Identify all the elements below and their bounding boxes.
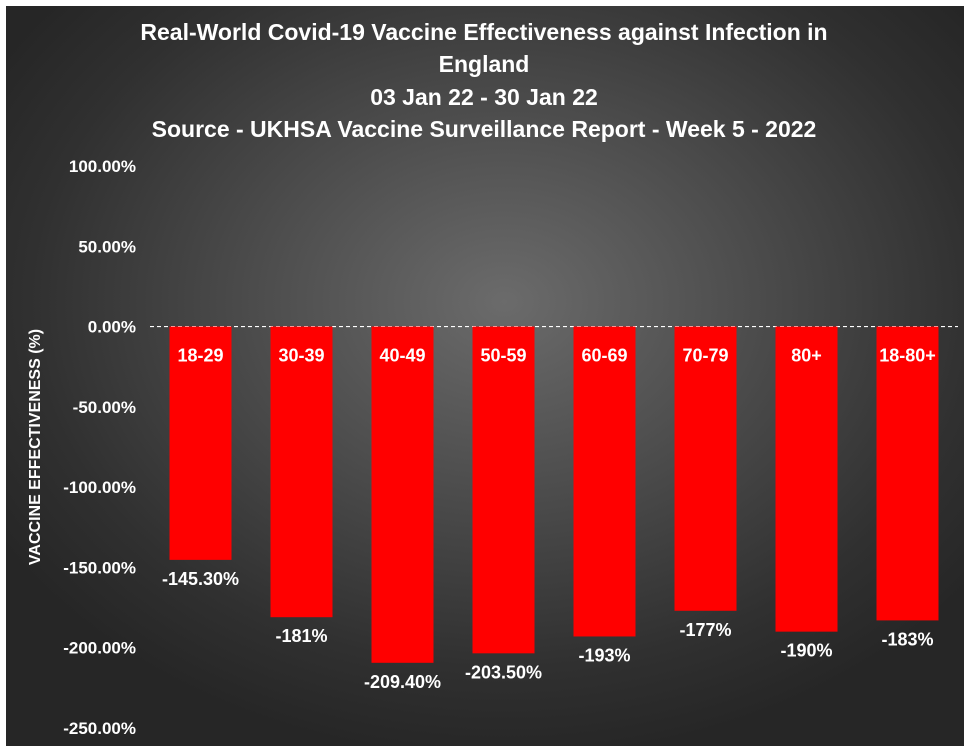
- bars: 18-29 -145.30% 30-39 -181% 40-49 -209.40% 50-5…: [162, 326, 939, 692]
- data-label: -145.30%: [162, 569, 239, 589]
- bar-30-39: [270, 326, 333, 618]
- data-label: -193%: [578, 645, 630, 665]
- y-tick-label: -150.00%: [63, 558, 136, 577]
- category-label: 50-59: [480, 346, 526, 366]
- bar-80+: [775, 326, 838, 632]
- bar-70-79: [674, 326, 737, 611]
- chart-title-line-4: Source - UKHSA Vaccine Surveillance Repo…: [151, 116, 817, 142]
- chart-title-line-3: 03 Jan 22 - 30 Jan 22: [370, 84, 598, 110]
- data-label: -190%: [780, 641, 832, 661]
- data-label: -181%: [275, 626, 327, 646]
- bar-60-69: [573, 326, 636, 637]
- data-label: -203.50%: [465, 662, 542, 682]
- data-label: -177%: [679, 620, 731, 640]
- bar-40-49: [371, 326, 434, 663]
- category-label: 60-69: [581, 346, 627, 366]
- y-axis-label: VACCINE EFFECTIVENESS (%): [27, 329, 44, 565]
- category-label: 70-79: [682, 346, 728, 366]
- chart-title-line-1: Real-World Covid-19 Vaccine Effectivenes…: [140, 19, 828, 45]
- category-label: 30-39: [278, 346, 324, 366]
- category-label: 18-29: [177, 346, 223, 366]
- category-label: 40-49: [379, 346, 425, 366]
- bar-18-80+: [876, 326, 939, 621]
- y-tick-label: -50.00%: [73, 398, 136, 417]
- category-label: 18-80+: [879, 346, 936, 366]
- y-tick-label: 50.00%: [78, 237, 136, 256]
- data-label: -183%: [881, 629, 933, 649]
- y-tick-label: 0.00%: [88, 318, 136, 337]
- y-tick-label: -200.00%: [63, 639, 136, 658]
- data-label: -209.40%: [364, 672, 441, 692]
- y-tick-label: -250.00%: [63, 719, 136, 738]
- y-tick-label: -100.00%: [63, 478, 136, 497]
- chart-title-line-2: England: [438, 51, 530, 77]
- y-axis-ticks: 100.00% 50.00% 0.00% -50.00% -100.00% -150.00…: [63, 157, 136, 738]
- y-tick-label: 100.00%: [69, 157, 136, 176]
- bar-50-59: [472, 326, 535, 654]
- bar-18-29: [169, 326, 232, 560]
- category-label: 80+: [791, 346, 822, 366]
